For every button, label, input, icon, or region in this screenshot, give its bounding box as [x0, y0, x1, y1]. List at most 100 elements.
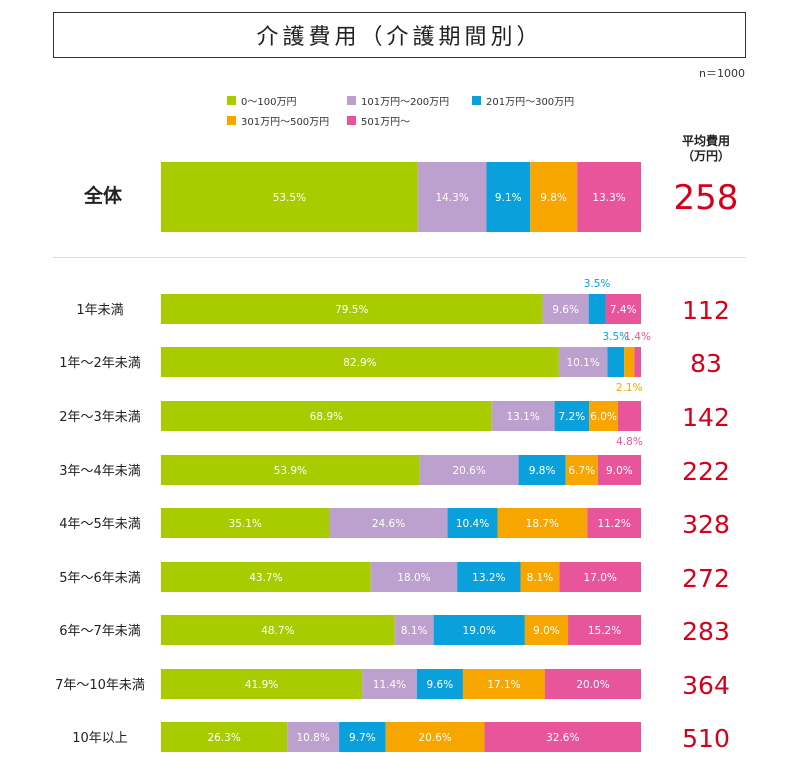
- bar-segment: [520, 562, 560, 592]
- legend-label-2: 201万円～300万円: [486, 97, 575, 108]
- bar-segment: [577, 162, 641, 232]
- bar-segment: [497, 508, 588, 538]
- data-label-outside: 1.4%: [624, 331, 651, 343]
- data-label: 11.4%: [373, 679, 406, 691]
- category-label: 5年～6年未満: [59, 571, 141, 586]
- bar-segment: [161, 401, 492, 431]
- data-label: 9.8%: [540, 192, 567, 204]
- data-label: 9.6%: [552, 304, 579, 316]
- bar-segment: [161, 508, 330, 538]
- average-cost-value: 328: [682, 510, 730, 539]
- bar-segment: [634, 347, 641, 377]
- data-label: 53.5%: [273, 192, 306, 204]
- data-label: 14.3%: [435, 192, 468, 204]
- average-cost-value: 142: [682, 403, 730, 432]
- data-label: 20.0%: [576, 679, 609, 691]
- data-label: 9.1%: [495, 192, 522, 204]
- bar-segment: [568, 615, 641, 645]
- data-label: 48.7%: [261, 625, 294, 637]
- data-label-outside: 3.5%: [584, 278, 611, 290]
- bar-segment: [486, 162, 531, 232]
- average-cost-value: 272: [682, 564, 730, 593]
- bar-segment: [287, 722, 340, 752]
- data-label: 82.9%: [343, 357, 376, 369]
- data-label: 53.9%: [274, 465, 307, 477]
- legend-label-1: 101万円～200万円: [361, 97, 450, 108]
- legend-item-1: 101万円～200万円: [347, 93, 449, 108]
- data-label: 6.7%: [568, 465, 595, 477]
- bar-segment: [370, 562, 458, 592]
- data-label: 35.1%: [229, 518, 262, 530]
- sample-size-note: n＝1000: [699, 67, 745, 80]
- bar-segment: [161, 455, 420, 485]
- data-label: 9.7%: [349, 732, 376, 744]
- data-label: 17.1%: [487, 679, 520, 691]
- data-label-outside: 3.5%: [602, 331, 629, 343]
- bar-segment: [394, 615, 434, 645]
- data-label: 10.1%: [566, 357, 599, 369]
- data-label: 13.3%: [592, 192, 625, 204]
- legend-label-0: 0～100万円: [241, 97, 297, 108]
- bar-segment: [589, 401, 618, 431]
- bar-segment: [588, 294, 606, 324]
- data-label: 10.4%: [456, 518, 489, 530]
- category-label: 3年～4年未満: [59, 464, 141, 479]
- data-label: 13.1%: [506, 411, 539, 423]
- data-label: 8.1%: [527, 572, 554, 584]
- bar-segment: [161, 562, 371, 592]
- category-label: 1年未満: [76, 303, 123, 318]
- legend-item-3: 301万円～500万円: [227, 113, 329, 128]
- data-label: 24.6%: [372, 518, 405, 530]
- bar-segment: [559, 562, 641, 592]
- legend-item-2: 201万円～300万円: [472, 93, 574, 108]
- category-label: 2年～3年未満: [59, 410, 141, 425]
- data-label-outside: 2.1%: [616, 382, 643, 394]
- data-label: 13.2%: [472, 572, 505, 584]
- legend-swatch-1: [347, 96, 356, 105]
- average-cost-value: 283: [682, 617, 730, 646]
- bar-segment: [545, 669, 641, 699]
- average-cost-value: 83: [690, 349, 722, 378]
- data-label: 9.6%: [427, 679, 454, 691]
- data-label: 41.9%: [245, 679, 278, 691]
- bar-segment: [457, 562, 521, 592]
- data-label: 79.5%: [335, 304, 368, 316]
- bar-segment: [530, 162, 578, 232]
- bar-segment: [329, 508, 448, 538]
- data-label: 7.4%: [610, 304, 637, 316]
- bar-segment: [617, 401, 641, 431]
- data-label: 43.7%: [249, 572, 282, 584]
- bar-segment: [607, 347, 625, 377]
- legend-item-4: 501万円～: [347, 113, 410, 128]
- data-label: 20.6%: [418, 732, 451, 744]
- data-label: 9.0%: [606, 465, 633, 477]
- data-label: 26.3%: [207, 732, 240, 744]
- bar-segment: [161, 722, 288, 752]
- bar-segment: [161, 615, 395, 645]
- bar-segment: [433, 615, 525, 645]
- legend-swatch-2: [472, 96, 481, 105]
- category-label: 7年～10年未満: [55, 678, 145, 693]
- data-label: 9.8%: [529, 465, 556, 477]
- data-label-outside: 4.8%: [616, 436, 643, 448]
- bar-segment: [419, 455, 519, 485]
- bar-segment: [605, 294, 641, 324]
- category-label: 6年～7年未満: [59, 624, 141, 639]
- average-cost-header-line2: （万円）: [681, 149, 730, 163]
- category-label: 10年以上: [72, 731, 128, 746]
- bar-segment: [624, 347, 635, 377]
- bar-segment: [447, 508, 498, 538]
- legend-label-4: 501万円～: [361, 117, 411, 128]
- section-divider: [53, 257, 746, 258]
- bar-segment: [161, 669, 363, 699]
- bar-segment: [565, 455, 598, 485]
- data-label: 32.6%: [546, 732, 579, 744]
- data-label: 20.6%: [452, 465, 485, 477]
- category-label: 全体: [83, 184, 123, 207]
- bar-segment: [339, 722, 386, 752]
- average-cost-header-line1: 平均費用: [681, 134, 730, 148]
- average-cost-value: 258: [674, 178, 739, 218]
- legend-swatch-3: [227, 116, 236, 125]
- bar-segment: [385, 722, 485, 752]
- bar-segment: [518, 455, 566, 485]
